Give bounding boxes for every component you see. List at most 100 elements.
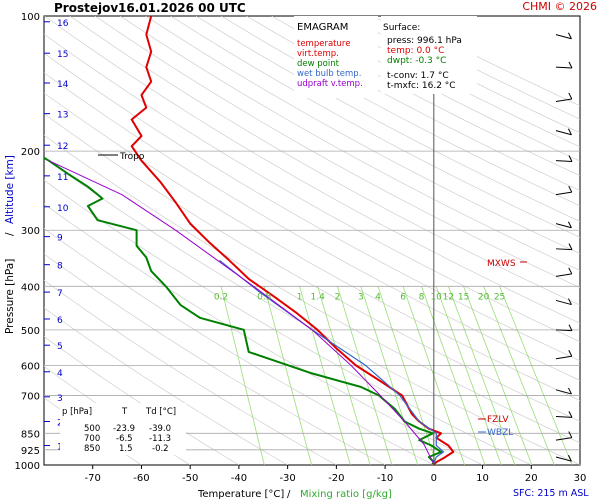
wind-barb-feather <box>568 387 572 395</box>
table-cell: 700 <box>84 434 100 444</box>
surface-dwpt: dwpt: -0.3 °C <box>387 56 446 66</box>
wind-barb-shaft <box>555 355 572 360</box>
pressure-tick-label: 1000 <box>15 461 40 472</box>
altitude-tick-label: 11 <box>57 173 68 183</box>
dry-adiabat-line <box>94 16 580 288</box>
mxws-label: MXWS <box>487 259 516 269</box>
pressure-tick-label: 600 <box>21 361 40 372</box>
altitude-tick-label: 15 <box>57 50 68 60</box>
pressure-tick-label: 925 <box>21 446 40 457</box>
station-name: Prostejov <box>54 1 118 15</box>
surface-press: press: 996.1 hPa <box>387 36 462 46</box>
table-cell: -6.5 <box>116 434 133 444</box>
legend: EMAGRAM temperature virt.temp. dew point… <box>294 16 378 98</box>
altitude-tick-label: 12 <box>57 142 68 152</box>
surface-tconv: t-conv: 1.7 °C <box>387 71 449 81</box>
wind-barb-feather <box>568 32 572 39</box>
mixing-ratio-lines <box>220 286 573 465</box>
table-header-p: p [hPa] <box>62 407 92 417</box>
wind-barb-feather <box>568 267 573 275</box>
pressure-axis-ticks: 100 200 300 400 500 600 700 850 925 1000 <box>15 12 40 472</box>
mixing-ratio-label: 1.4 <box>311 292 326 302</box>
dry-adiabat-line <box>221 16 580 207</box>
mixing-ratio-line <box>337 286 393 465</box>
mixing-ratio-line <box>299 286 351 465</box>
table-header-t: T <box>121 407 128 417</box>
altitude-tick-label: 16 <box>57 19 69 29</box>
surface-temp: temp: 0.0 °C <box>387 46 444 56</box>
legend-item-wet-bulb: wet bulb temp. <box>297 69 361 79</box>
dry-adiabat-line <box>44 52 580 362</box>
series-dew-point <box>44 156 443 465</box>
legend-title: EMAGRAM <box>297 22 348 33</box>
wind-barb-shaft <box>555 66 573 69</box>
table-cell: -39.0 <box>149 424 171 434</box>
dry-adiabat-line <box>44 72 580 381</box>
temperature-tick-label: 10 <box>476 473 489 484</box>
mxws-marker: MXWS <box>487 259 527 269</box>
wind-barb-feather <box>568 221 572 228</box>
pressure-tick-label: 700 <box>21 391 40 402</box>
mixing-ratio-label: 8 <box>419 292 425 302</box>
altitude-tick-label: 13 <box>57 111 68 121</box>
legend-item-virt-temp: virt.temp. <box>297 49 339 59</box>
table-header-td: Td [°C] <box>145 407 176 417</box>
mixing-ratio-label: 0.2 <box>214 292 228 302</box>
altitude-tick-label: 7 <box>57 289 63 299</box>
series-temperature <box>130 16 455 465</box>
wind-barb-shaft <box>555 437 572 441</box>
wind-barb-shaft <box>555 191 572 196</box>
wind-barb-feather <box>568 61 573 69</box>
altitude-tick-label: 10 <box>57 204 69 214</box>
temperature-axis-ticks: -70 -60 -50 -40 -30 -20 -10 0 10 20 30 <box>85 473 587 484</box>
legend-item-temperature: temperature <box>297 39 350 49</box>
dry-adiabat-line <box>145 16 580 255</box>
table-cell: -0.2 <box>152 444 169 454</box>
mixing-ratio-label: 1 <box>297 292 303 302</box>
pressure-tick-label: 100 <box>21 12 40 23</box>
table-cell: 1.5 <box>119 444 133 454</box>
tropo-label: Tropo <box>119 152 145 162</box>
wind-barb-shaft <box>555 160 573 163</box>
fzlv-label: FZLV <box>487 415 509 425</box>
temperature-tick-label: -50 <box>182 473 198 484</box>
mixing-ratio-label: 25 <box>494 292 505 302</box>
table-cell: 850 <box>84 444 100 454</box>
pressure-tick-label: 300 <box>21 226 40 237</box>
wind-barb-feather <box>568 324 573 331</box>
altitude-tick-label: 6 <box>57 316 63 326</box>
wind-barb-shaft <box>555 223 572 229</box>
altitude-tick-label: 14 <box>57 80 69 90</box>
dry-adiabat-line <box>44 33 580 343</box>
altitude-tick-label: 5 <box>57 342 63 352</box>
legend-item-updraft: udpraft v.temp. <box>297 79 363 89</box>
wind-barb-shaft <box>555 273 572 277</box>
credit-text: CHMI © 2026 <box>522 0 597 13</box>
mixing-ratio-label: 2 <box>335 292 341 302</box>
altitude-tick-label: 1 <box>57 443 63 453</box>
mixing-ratio-label: 4 <box>375 292 381 302</box>
y-axis-title: Pressure [hPa] <box>4 259 16 334</box>
mixing-ratio-line <box>463 286 533 465</box>
table-cell: -23.9 <box>113 424 135 434</box>
wind-barb-shaft <box>555 299 572 306</box>
surface-tmxfc: t-mxfc: 16.2 °C <box>387 81 456 91</box>
mixing-ratio-line <box>360 286 419 465</box>
mixing-ratio-line <box>421 286 486 465</box>
mixing-ratio-labels: 0.2 0.5 1 1.4 2 3 4 6 8 10 12 15 20 25 <box>214 292 505 302</box>
mixing-ratio-label: 15 <box>458 292 469 302</box>
altitude-tick-label: 4 <box>57 369 63 379</box>
sounding-datetime: 16.01.2026 00 UTC <box>118 1 246 15</box>
dry-adiabat-line <box>69 16 580 306</box>
wind-barb-feather <box>568 431 573 438</box>
mixing-ratio-line <box>483 286 555 465</box>
tropopause-marker: Tropo <box>98 152 145 162</box>
wind-barb-feather <box>568 298 572 305</box>
wind-barb-shaft <box>555 34 572 40</box>
temperature-tick-label: -30 <box>279 473 295 484</box>
mixing-ratio-label: 3 <box>358 292 364 302</box>
temperature-tick-label: -60 <box>133 473 149 484</box>
wind-barb-shaft <box>555 98 572 102</box>
dry-adiabat-line <box>120 16 580 271</box>
